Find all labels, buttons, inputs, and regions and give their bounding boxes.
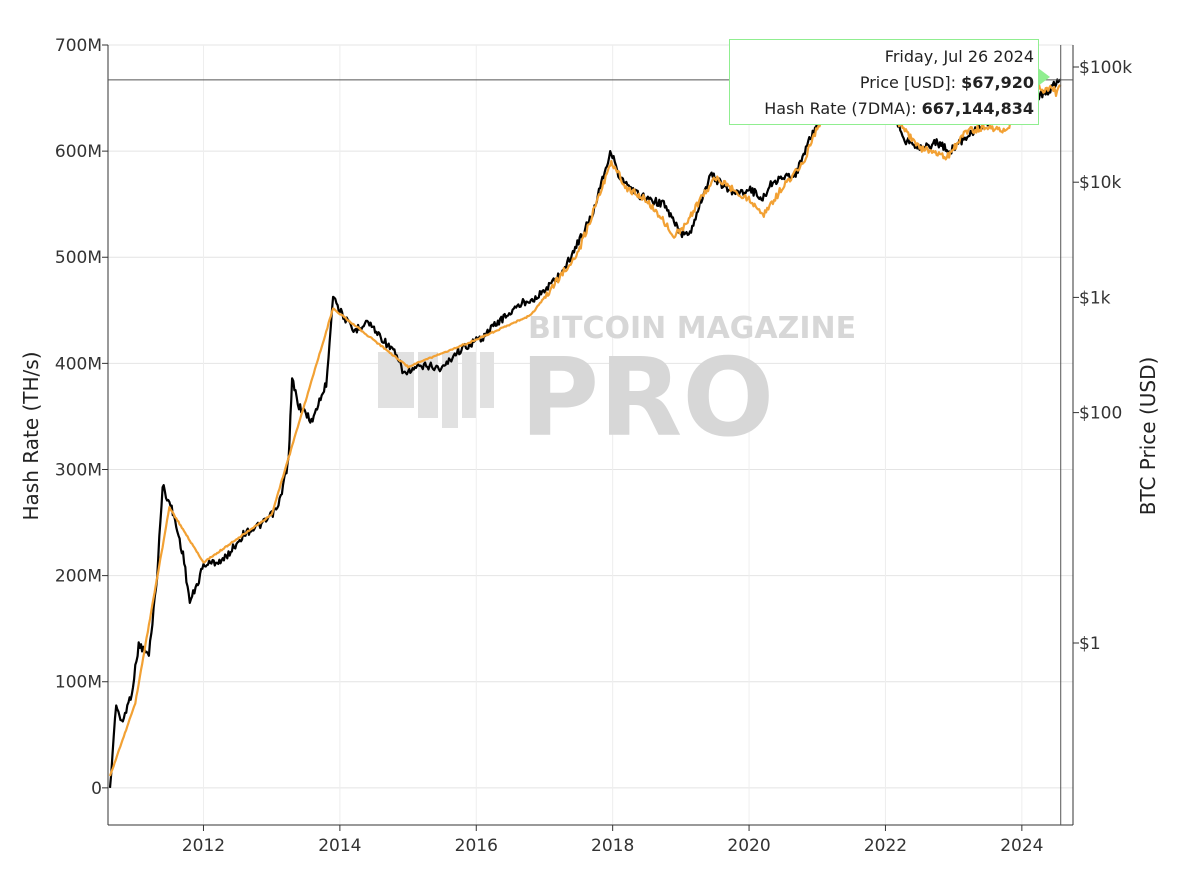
watermark-line2: PRO: [520, 336, 774, 461]
btc-price-line: [108, 82, 1062, 777]
y-left-tick-label: 600M: [55, 142, 102, 162]
y-left-tick-label: 700M: [55, 36, 102, 56]
y-left-tick-label: 200M: [55, 567, 102, 587]
hover-tooltip: Friday, Jul 26 2024 Price [USD]: $67,920…: [729, 39, 1039, 125]
y-right-axis-title: BTC Price (USD): [1136, 357, 1160, 516]
tick-labels: 0 100M 200M 300M 400M 500M 600M 700M 2012 2014 201…: [55, 36, 1132, 856]
tooltip-hash-value: 667,144,834: [921, 99, 1034, 118]
y-right-tick-label: $1k: [1079, 288, 1111, 308]
x-tick-label: 2022: [864, 836, 907, 856]
watermark-line1: BITCOIN MAGAZINE: [528, 311, 856, 346]
y-left-axis-title: Hash Rate (TH/s): [19, 352, 43, 521]
watermark: BITCOIN MAGAZINE PRO: [378, 311, 856, 461]
y-left-tick-label: 300M: [55, 460, 102, 480]
tooltip-date: Friday, Jul 26 2024: [884, 47, 1034, 66]
tooltip-hash-row: Hash Rate (7DMA): 667,144,834: [764, 99, 1034, 118]
x-tick-label: 2018: [591, 836, 634, 856]
y-right-tick-label: $100k: [1079, 58, 1132, 78]
tooltip-price-label: Price [USD]: [859, 73, 951, 92]
y-left-tick-label: 500M: [55, 248, 102, 268]
x-tick-label: 2024: [1000, 836, 1043, 856]
tooltip-price-value: $67,920: [961, 73, 1034, 92]
tooltip-pointer-icon: [1038, 68, 1050, 86]
x-tick-label: 2016: [455, 836, 498, 856]
gridlines: [108, 44, 1073, 825]
y-right-tick-label: $1: [1079, 634, 1101, 654]
y-right-tick-label: $10k: [1079, 173, 1121, 193]
axes: [107, 45, 1074, 826]
watermark-logo-icon: [378, 352, 494, 428]
x-tick-label: 2020: [727, 836, 770, 856]
y-left-tick-label: 0: [91, 779, 102, 799]
series-layer: [108, 78, 1062, 788]
y-left-tick-label: 400M: [55, 354, 102, 374]
x-tick-label: 2014: [318, 836, 361, 856]
y-right-tick-label: $100: [1079, 404, 1122, 424]
tooltip-hash-label: Hash Rate (7DMA): [764, 99, 912, 118]
y-left-tick-label: 100M: [55, 673, 102, 693]
x-tick-label: 2012: [182, 836, 225, 856]
tooltip-price-row: Price [USD]: $67,920: [859, 73, 1034, 92]
